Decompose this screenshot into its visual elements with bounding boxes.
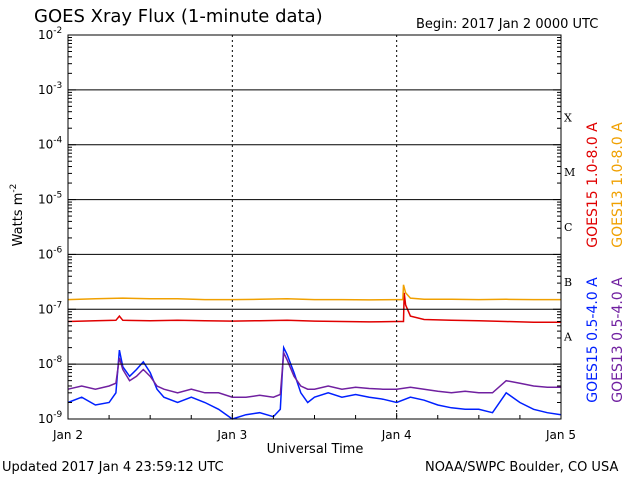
series-line-0 bbox=[67, 292, 561, 324]
y-axis-title-exponent: -2 bbox=[9, 184, 19, 193]
legend-item-3: GOES13 0.5-4.0 A bbox=[610, 277, 626, 403]
flare-class-layer: X M C B A bbox=[563, 111, 575, 343]
x-tick-label-2: Jan 4 bbox=[381, 428, 412, 442]
legend-item-0: GOES15 1.0-8.0 A bbox=[585, 122, 601, 248]
y-tick-label-5: 10-7 bbox=[38, 300, 62, 316]
y-tick-0: 10-2 bbox=[38, 26, 561, 42]
y-tick-4: 10-6 bbox=[38, 201, 561, 261]
y-tick-7: 10-9 bbox=[38, 366, 561, 426]
flare-class-label-B: B bbox=[564, 276, 572, 289]
y-tick-label-3: 10-5 bbox=[38, 191, 62, 207]
series-line-1 bbox=[67, 284, 561, 301]
y-tick-3: 10-5 bbox=[38, 146, 561, 207]
x-tick-label-3: Jan 5 bbox=[545, 428, 576, 442]
flare-class-label-A: A bbox=[563, 331, 573, 344]
x-tick-3: Jan 5 bbox=[545, 413, 576, 442]
y-tick-5: 10-7 bbox=[38, 256, 561, 316]
flare-class-label-M: M bbox=[564, 166, 575, 179]
x-tick-2: Jan 4 bbox=[381, 413, 412, 442]
x-tick-1: Jan 3 bbox=[216, 413, 247, 442]
x-tick-0: Jan 2 bbox=[52, 413, 83, 442]
y-tick-layer: 10-2 10-3 10-4 10-5 10-6 10-7 10-8 10-9 bbox=[38, 26, 561, 426]
credit-text: NOAA/SWPC Boulder, CO USA bbox=[425, 460, 619, 475]
y-tick-1: 10-3 bbox=[38, 37, 561, 97]
updated-timestamp: Updated 2017 Jan 4 23:59:12 UTC bbox=[2, 460, 224, 475]
flare-class-label-C: C bbox=[564, 221, 572, 234]
legend-item-2: GOES15 0.5-4.0 A bbox=[585, 277, 601, 403]
x-axis-title: Universal Time bbox=[267, 442, 364, 457]
y-tick-label-7: 10-9 bbox=[38, 410, 63, 426]
y-tick-label-1: 10-3 bbox=[38, 81, 62, 97]
x-tick-label-1: Jan 3 bbox=[216, 428, 247, 442]
y-axis-title-base: Watts m bbox=[11, 193, 26, 247]
series-layer bbox=[67, 284, 562, 420]
y-axis-title: Watts m-2 bbox=[9, 184, 26, 247]
y-tick-6: 10-8 bbox=[38, 311, 561, 371]
plot-frame bbox=[67, 34, 562, 420]
flare-class-label-X: X bbox=[564, 111, 572, 124]
series-line-3 bbox=[67, 350, 561, 398]
begin-timestamp: Begin: 2017 Jan 2 0000 UTC bbox=[416, 17, 599, 32]
legend-item-1: GOES13 1.0-8.0 A bbox=[610, 122, 626, 248]
y-tick-label-2: 10-4 bbox=[38, 136, 63, 152]
series-line-2 bbox=[67, 344, 562, 420]
y-tick-2: 10-4 bbox=[38, 91, 561, 152]
grid-layer bbox=[68, 35, 561, 419]
legend-layer: GOES15 1.0-8.0 A GOES13 1.0-8.0 A GOES15 0… bbox=[585, 122, 626, 403]
x-tick-label-0: Jan 2 bbox=[52, 428, 83, 442]
y-tick-label-6: 10-8 bbox=[38, 355, 63, 371]
y-tick-label-0: 10-2 bbox=[38, 26, 62, 42]
y-tick-label-4: 10-6 bbox=[38, 245, 63, 261]
chart-title: GOES Xray Flux (1-minute data) bbox=[34, 6, 323, 27]
x-tick-layer: Jan 2 Jan 3 Jan 4 Jan 5 bbox=[52, 413, 576, 442]
